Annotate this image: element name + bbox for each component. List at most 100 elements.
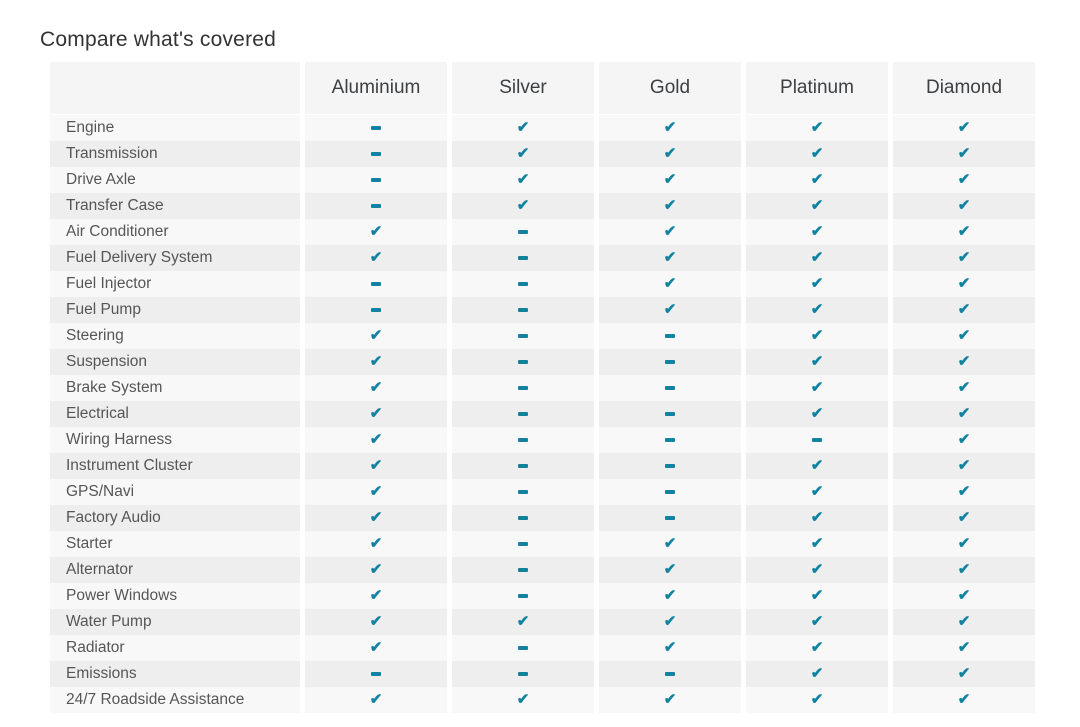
- coverage-cell: ✔: [599, 219, 741, 245]
- check-icon: ✔: [663, 196, 677, 214]
- coverage-cell: ✔: [305, 219, 447, 245]
- row-label: Instrument Cluster: [50, 453, 300, 479]
- table-row: Fuel Injector ✔ ✔ ✔: [50, 271, 1035, 297]
- coverage-cell: [452, 661, 594, 687]
- coverage-cell: ✔: [893, 271, 1035, 297]
- check-icon: ✔: [810, 404, 824, 422]
- row-label: Alternator: [50, 557, 300, 583]
- row-label: Radiator: [50, 635, 300, 661]
- table-row: Power Windows ✔ ✔ ✔ ✔: [50, 583, 1035, 609]
- coverage-cell: ✔: [893, 115, 1035, 141]
- row-label: 24/7 Roadside Assistance: [50, 687, 300, 713]
- coverage-cell: ✔: [452, 115, 594, 141]
- coverage-cell: ✔: [305, 557, 447, 583]
- coverage-cell: ✔: [746, 115, 888, 141]
- coverage-cell: [305, 167, 447, 193]
- coverage-cell: [452, 583, 594, 609]
- column-header-silver: Silver: [452, 62, 594, 114]
- check-icon: ✔: [369, 508, 383, 526]
- check-icon: ✔: [369, 430, 383, 448]
- table-row: Fuel Delivery System ✔ ✔ ✔ ✔: [50, 245, 1035, 271]
- column-header-blank: [50, 62, 300, 114]
- coverage-cell: ✔: [452, 141, 594, 167]
- table-row: Alternator ✔ ✔ ✔ ✔: [50, 557, 1035, 583]
- dash-icon: [518, 516, 528, 520]
- coverage-cell: [305, 271, 447, 297]
- coverage-cell: ✔: [893, 557, 1035, 583]
- row-label: Fuel Delivery System: [50, 245, 300, 271]
- coverage-cell: [452, 245, 594, 271]
- check-icon: ✔: [516, 118, 530, 136]
- table-row: Brake System ✔ ✔ ✔: [50, 375, 1035, 401]
- check-icon: ✔: [810, 638, 824, 656]
- check-icon: ✔: [369, 222, 383, 240]
- coverage-cell: ✔: [746, 219, 888, 245]
- check-icon: ✔: [957, 560, 971, 578]
- check-icon: ✔: [516, 690, 530, 708]
- coverage-cell: ✔: [746, 323, 888, 349]
- check-icon: ✔: [369, 326, 383, 344]
- coverage-cell: ✔: [893, 219, 1035, 245]
- dash-icon: [518, 308, 528, 312]
- page-title: Compare what's covered: [40, 28, 277, 52]
- dash-icon: [665, 412, 675, 416]
- dash-icon: [665, 438, 675, 442]
- coverage-cell: ✔: [746, 141, 888, 167]
- dash-icon: [518, 386, 528, 390]
- coverage-cell: ✔: [746, 297, 888, 323]
- check-icon: ✔: [810, 196, 824, 214]
- check-icon: ✔: [516, 144, 530, 162]
- check-icon: ✔: [810, 352, 824, 370]
- check-icon: ✔: [663, 638, 677, 656]
- check-icon: ✔: [957, 534, 971, 552]
- coverage-cell: [305, 297, 447, 323]
- check-icon: ✔: [810, 482, 824, 500]
- check-icon: ✔: [810, 378, 824, 396]
- coverage-cell: ✔: [599, 245, 741, 271]
- table-row: Radiator ✔ ✔ ✔ ✔: [50, 635, 1035, 661]
- table-row: Electrical ✔ ✔ ✔: [50, 401, 1035, 427]
- check-icon: ✔: [957, 404, 971, 422]
- coverage-cell: ✔: [893, 687, 1035, 713]
- row-label: Factory Audio: [50, 505, 300, 531]
- coverage-cell: [599, 427, 741, 453]
- coverage-cell: ✔: [893, 375, 1035, 401]
- check-icon: ✔: [810, 144, 824, 162]
- check-icon: ✔: [369, 456, 383, 474]
- coverage-cell: ✔: [893, 427, 1035, 453]
- coverage-cell: ✔: [599, 271, 741, 297]
- check-icon: ✔: [810, 326, 824, 344]
- coverage-cell: [452, 401, 594, 427]
- dash-icon: [665, 490, 675, 494]
- coverage-cell: [452, 219, 594, 245]
- coverage-cell: ✔: [746, 687, 888, 713]
- check-icon: ✔: [810, 456, 824, 474]
- table-row: Factory Audio ✔ ✔ ✔: [50, 505, 1035, 531]
- dash-icon: [812, 438, 822, 442]
- coverage-cell: ✔: [305, 635, 447, 661]
- coverage-cell: [599, 349, 741, 375]
- check-icon: ✔: [810, 222, 824, 240]
- dash-icon: [371, 152, 381, 156]
- dash-icon: [518, 334, 528, 338]
- check-icon: ✔: [369, 482, 383, 500]
- row-label: Steering: [50, 323, 300, 349]
- check-icon: ✔: [957, 300, 971, 318]
- coverage-cell: ✔: [452, 167, 594, 193]
- check-icon: ✔: [369, 690, 383, 708]
- coverage-cell: ✔: [305, 401, 447, 427]
- coverage-cell: [452, 297, 594, 323]
- row-label: Suspension: [50, 349, 300, 375]
- dash-icon: [665, 334, 675, 338]
- check-icon: ✔: [957, 508, 971, 526]
- check-icon: ✔: [810, 612, 824, 630]
- row-label: Engine: [50, 115, 300, 141]
- coverage-cell: ✔: [893, 297, 1035, 323]
- coverage-cell: [599, 661, 741, 687]
- check-icon: ✔: [369, 638, 383, 656]
- coverage-cell: ✔: [893, 349, 1035, 375]
- coverage-cell: ✔: [746, 245, 888, 271]
- coverage-cell: ✔: [893, 245, 1035, 271]
- coverage-cell: ✔: [893, 661, 1035, 687]
- table-row: Suspension ✔ ✔ ✔: [50, 349, 1035, 375]
